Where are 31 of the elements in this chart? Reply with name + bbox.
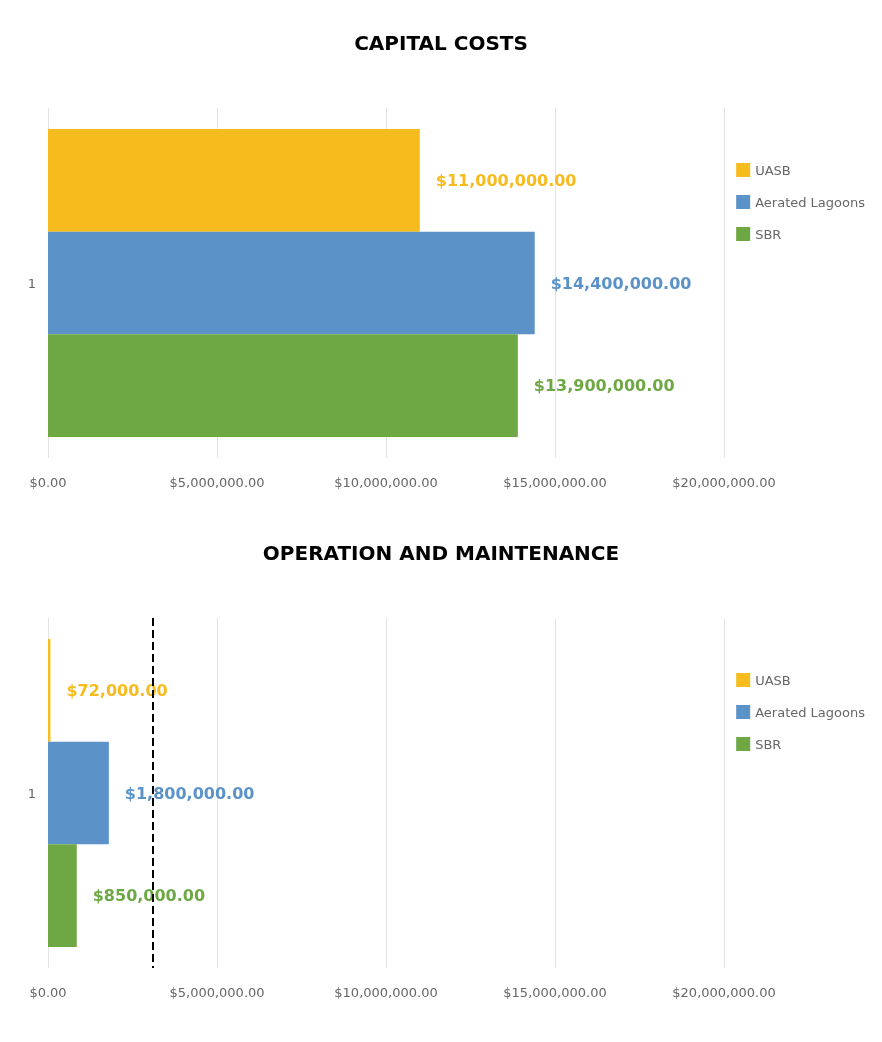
legend-label: Aerated Lagoons bbox=[755, 704, 866, 720]
x-tick-label: $15,000,000.00 bbox=[503, 985, 607, 1000]
y-tick-label: 1 bbox=[27, 785, 36, 801]
legend-label: SBR bbox=[755, 736, 782, 752]
bar bbox=[48, 231, 535, 335]
y-tick-label: 1 bbox=[27, 275, 36, 291]
x-tick-label: $20,000,000.00 bbox=[672, 985, 776, 1000]
bar bbox=[48, 334, 518, 437]
legend-label: SBR bbox=[755, 226, 782, 242]
bar bbox=[48, 844, 77, 947]
x-tick-label: $10,000,000.00 bbox=[334, 985, 438, 1000]
chart-title: CAPITAL COSTS bbox=[354, 31, 528, 55]
data-label: $13,900,000.00 bbox=[533, 376, 675, 396]
data-label: $11,000,000.00 bbox=[435, 170, 577, 190]
x-tick-label: $5,000,000.00 bbox=[169, 475, 265, 490]
x-tick-label: $5,000,000.00 bbox=[169, 985, 265, 1000]
data-label: $1,800,000.00 bbox=[124, 783, 255, 803]
legend-label: Aerated Lagoons bbox=[755, 194, 866, 210]
x-tick-label: $15,000,000.00 bbox=[503, 475, 607, 490]
data-label: $72,000.00 bbox=[66, 680, 168, 700]
chart-title: OPERATION AND MAINTENANCE bbox=[262, 541, 620, 565]
x-tick-label: $0.00 bbox=[29, 985, 67, 1000]
data-label: $14,400,000.00 bbox=[550, 273, 692, 293]
bar bbox=[48, 129, 420, 232]
x-tick-label: $20,000,000.00 bbox=[672, 475, 776, 490]
data-label: $850,000.00 bbox=[92, 886, 206, 906]
legend-label: UASB bbox=[755, 672, 791, 688]
legend-label: UASB bbox=[755, 162, 791, 178]
bar bbox=[48, 741, 109, 845]
x-tick-label: $10,000,000.00 bbox=[334, 475, 438, 490]
x-tick-label: $0.00 bbox=[29, 475, 67, 490]
